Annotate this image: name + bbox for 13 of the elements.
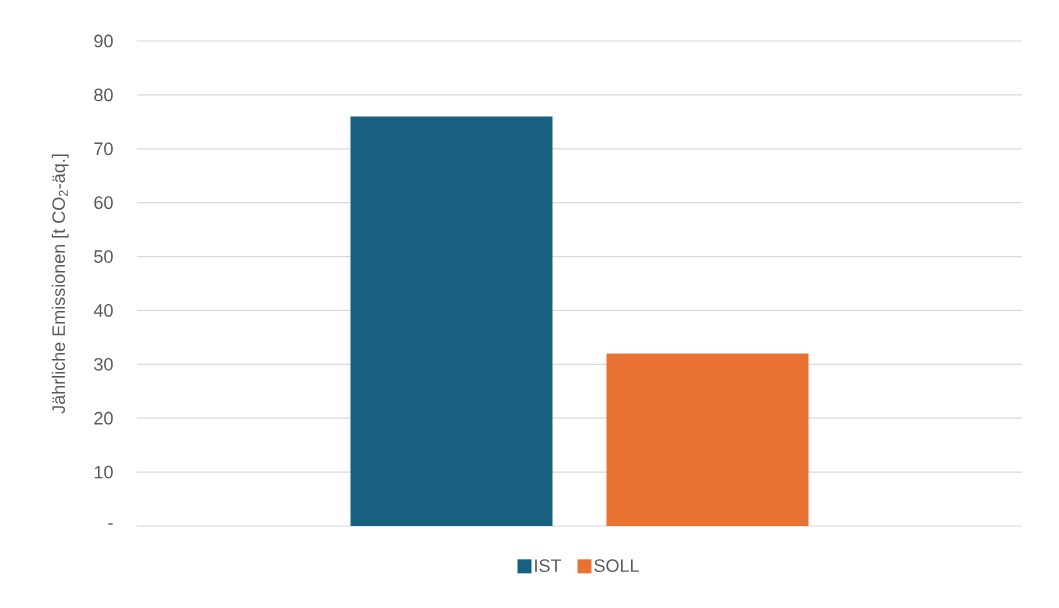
y-axis-title: Jährliche Emissionen [t CO$_{2}$-äq.] (51, 154, 69, 414)
y-tick-label: - (108, 523, 113, 525)
y-tick-label: 10 (94, 465, 113, 479)
y-tick-label: 60 (94, 196, 113, 210)
y-tick-label: 30 (94, 357, 113, 371)
y-tick-label: 50 (94, 250, 113, 263)
y-tick-label: 20 (94, 411, 113, 425)
y-tick-label: 70 (94, 142, 113, 156)
y-tick-label: 40 (93, 304, 113, 317)
legend-label: SOLL (594, 559, 639, 573)
legend-label: IST (535, 559, 562, 573)
y-tick-label: 90 (94, 34, 113, 48)
y-tick-label: 80 (94, 88, 113, 102)
